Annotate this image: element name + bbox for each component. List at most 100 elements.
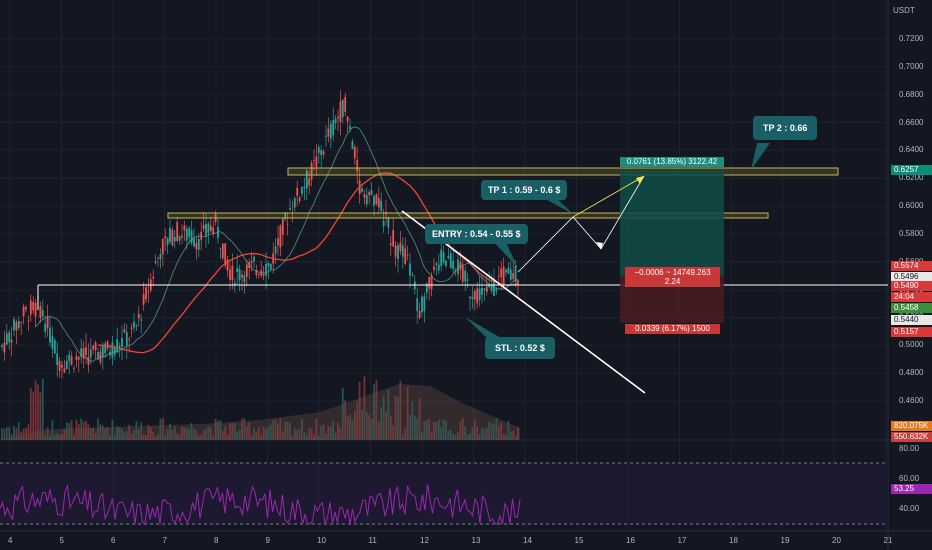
candle-body [488, 284, 491, 288]
stop-loss-annotation[interactable]: STL : 0.52 $ [485, 337, 555, 359]
candle-body [411, 274, 414, 276]
candle-body [517, 280, 519, 284]
position-target-label[interactable]: 0.0761 (13.85%) 3122.42 [620, 157, 724, 167]
candle-body [485, 286, 488, 293]
volume-bar [334, 432, 337, 440]
candle-body [445, 260, 447, 266]
volume-bar [353, 410, 356, 440]
tp2-annotation[interactable]: TP 2 : 0.66 [753, 116, 818, 140]
volume-bar [301, 418, 303, 440]
candle-body [183, 225, 186, 231]
volume-bar [308, 428, 311, 440]
candle-body [106, 341, 109, 349]
candle-body [495, 288, 498, 292]
candle-body [226, 259, 229, 271]
candle-body [128, 338, 131, 340]
volume-bar [37, 384, 39, 440]
volume-bar [53, 434, 56, 440]
candle-body [209, 225, 212, 231]
candle-body [310, 162, 313, 180]
candle-body [118, 345, 121, 348]
candle-body [274, 246, 277, 254]
volume-bar [56, 433, 59, 440]
candle-body [289, 208, 291, 210]
candle-body [341, 99, 344, 118]
candle-body [97, 352, 99, 360]
price-tick-label: 0.6400 [899, 145, 924, 155]
candle-body [387, 217, 390, 228]
candle-body [382, 220, 385, 227]
rsi-band [0, 463, 888, 525]
volume-bar [351, 419, 354, 440]
volume-bar [291, 435, 294, 440]
price-tick-label: 0.5800 [899, 228, 924, 238]
candle-body [476, 288, 479, 304]
position-entry-label[interactable]: −0.0006 ~ 14749.263 2.24 [625, 267, 720, 287]
entry-annotation[interactable]: ENTRY : 0.54 - 0.55 $ [425, 224, 528, 244]
volume-bar [190, 422, 193, 440]
candle-body [190, 230, 193, 243]
price-badge: 0.5496 [891, 272, 932, 282]
candle-body [73, 368, 75, 369]
volume-bar [495, 418, 498, 440]
candle-body [505, 269, 507, 273]
volume-bar [85, 421, 87, 440]
position-entry-line2: 2.24 [664, 277, 681, 286]
candle-body [365, 195, 368, 205]
volume-bar [104, 428, 107, 440]
volume-bar [284, 421, 287, 440]
volume-bar [315, 418, 318, 440]
candle-body [377, 197, 380, 208]
price-tick-label: 0.6800 [899, 89, 924, 99]
candle-body [370, 190, 373, 196]
volume-bar [313, 434, 315, 440]
volume-bar [116, 426, 119, 440]
volume-bar [164, 435, 167, 440]
volume-bar [22, 428, 25, 440]
candle-body [92, 345, 95, 350]
volume-bar [63, 428, 66, 440]
time-tick-label: 5 [59, 536, 64, 545]
candle-body [313, 160, 315, 162]
volume-ma-area [0, 384, 520, 440]
candle-body [17, 321, 20, 329]
volume-bar [493, 424, 495, 440]
volume-bar [332, 421, 335, 440]
volume-bar [430, 431, 433, 440]
volume-bar [32, 391, 35, 440]
volume-bar [253, 428, 255, 440]
candle-body [435, 263, 438, 265]
price-tick-label: 0.6600 [899, 117, 924, 127]
candle-body [325, 135, 327, 137]
volume-bar [449, 429, 452, 440]
volume-bar [502, 434, 505, 440]
volume-bar [5, 427, 8, 440]
rsi-tick-label: 40.00 [899, 504, 920, 513]
candle-body [27, 320, 30, 322]
candle-body [53, 340, 56, 354]
candle-body [133, 321, 135, 328]
volume-bar [363, 376, 366, 440]
volume-bar [77, 424, 80, 440]
volume-bar [46, 427, 49, 440]
candle-body [94, 342, 97, 350]
candle-body [241, 274, 243, 278]
volume-bar [361, 410, 363, 440]
candle-body [389, 243, 392, 246]
volume-bar [509, 431, 512, 440]
candle-body [176, 222, 179, 242]
candle-body [171, 229, 174, 246]
price-tick-label: 0.6200 [899, 173, 924, 183]
candle-body [279, 225, 282, 248]
volume-bar [1, 428, 3, 440]
volume-bar [233, 422, 236, 440]
volume-bar [344, 400, 347, 440]
candle-body [157, 257, 159, 259]
volume-bar [303, 432, 306, 440]
volume-bar [373, 384, 375, 440]
tp1-annotation[interactable]: TP 1 : 0.59 - 0.6 $ [481, 180, 568, 200]
position-stop-label[interactable]: 0.0339 (6.17%) 1500 [625, 324, 720, 334]
volume-bar [375, 380, 378, 440]
